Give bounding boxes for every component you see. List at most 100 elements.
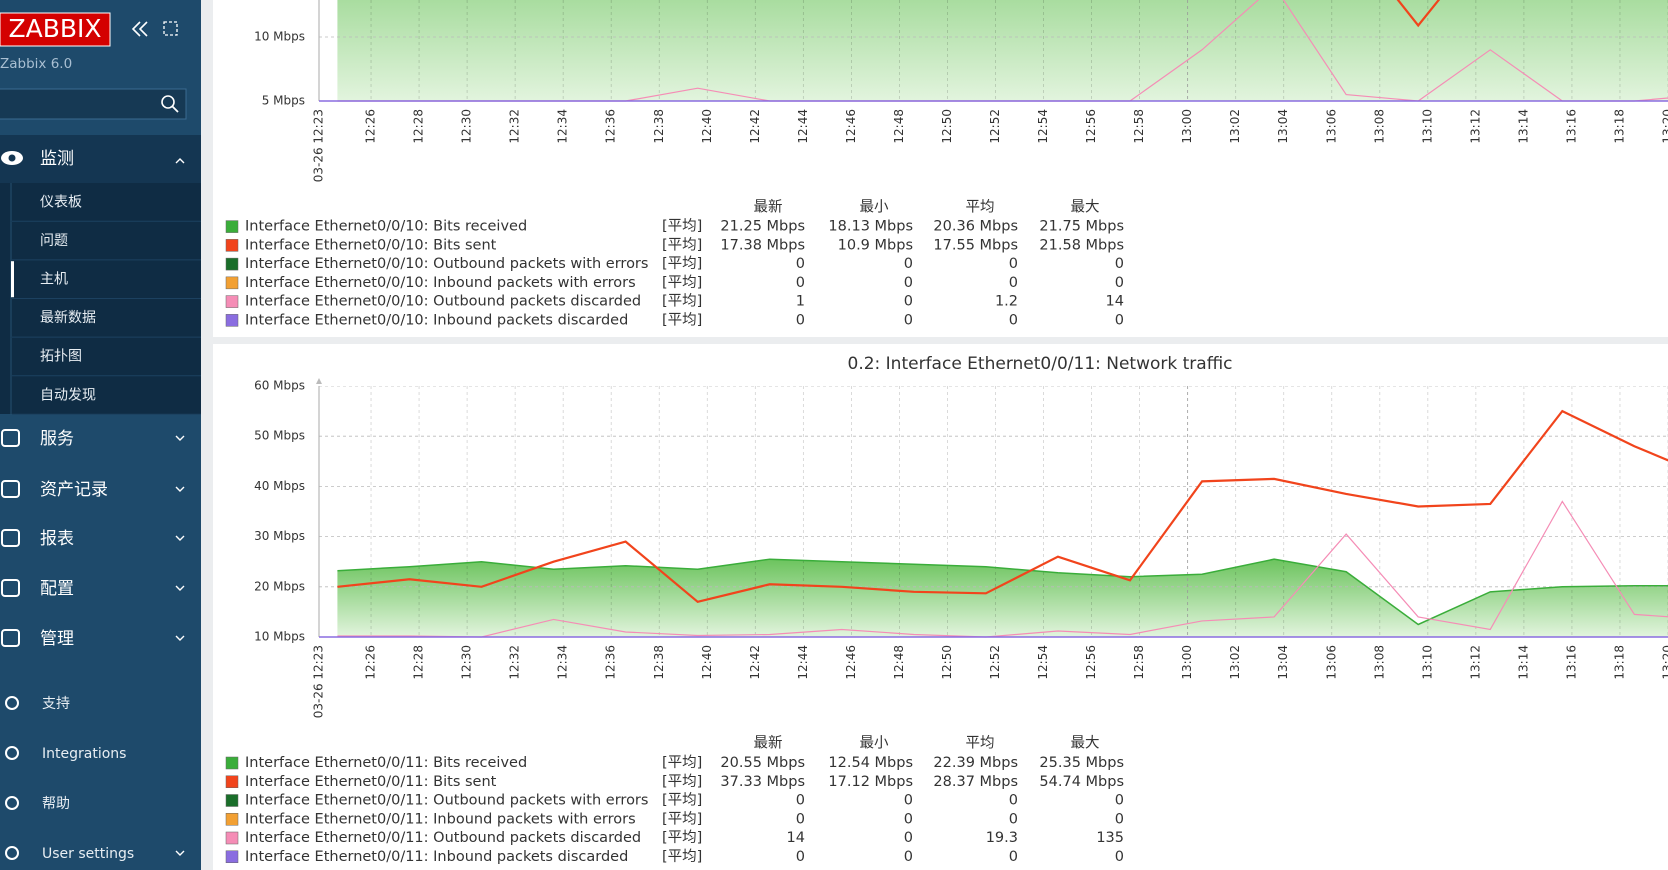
- legend-header: 最新: [754, 735, 783, 752]
- legend-func: [平均]: [662, 218, 702, 235]
- legend-swatch: [225, 813, 239, 826]
- bottom-icon: [5, 796, 19, 810]
- submenu-item[interactable]: 主机: [40, 272, 68, 288]
- x-tick-label: 12:40: [700, 645, 714, 680]
- chevron[interactable]: [175, 535, 185, 541]
- legend-value: 0: [1009, 275, 1018, 291]
- y-tick-label: 40 Mbps: [254, 479, 305, 493]
- legend-header: 最大: [1071, 199, 1100, 216]
- menu-icon: [1, 529, 20, 547]
- submenu-item[interactable]: 自动发现: [40, 387, 96, 403]
- legend-swatch: [225, 295, 239, 308]
- menu-item[interactable]: 配置: [40, 579, 74, 599]
- legend-value: 0: [796, 275, 805, 291]
- menu-icon: [1, 480, 20, 498]
- menu-icon: [1, 629, 20, 647]
- legend-value: 21.75 Mbps: [1039, 219, 1124, 235]
- icon-eye: [8, 154, 16, 162]
- x-tick-label: 13:16: [1564, 109, 1578, 144]
- logo-box[interactable]: [0, 12, 111, 47]
- logo[interactable]: ZABBIX: [8, 14, 101, 43]
- menu-item[interactable]: 服务: [40, 429, 74, 449]
- legend-value: 0: [904, 256, 913, 272]
- legend-value: 17.12 Mbps: [828, 774, 913, 790]
- legend-value: 20.55 Mbps: [720, 755, 805, 771]
- legend-swatch: [225, 220, 239, 233]
- legend-value: 135: [1096, 830, 1124, 846]
- collapse-icon[interactable]: [138, 21, 148, 37]
- x-tick-label: 13:12: [1468, 109, 1482, 144]
- y-tick-label: 10 Mbps: [254, 30, 305, 44]
- legend-name: Interface Ethernet0/0/10: Bits sent: [245, 237, 497, 253]
- y-tick-label: 50 Mbps: [254, 429, 305, 443]
- legend-swatch: [225, 831, 239, 845]
- search-icon[interactable]: [171, 105, 179, 113]
- legend-func: [平均]: [662, 829, 702, 846]
- legend-value: 54.74 Mbps: [1039, 774, 1124, 790]
- sidebar: ZABBIX Zabbix 6.0 监测 仪表板问题主机最新数据拓扑图自动发现 …: [0, 0, 201, 870]
- legend-value: 14: [787, 830, 805, 846]
- legend-value: 17.55 Mbps: [933, 237, 1018, 253]
- menu-item[interactable]: 报表: [40, 529, 74, 549]
- chevron[interactable]: [175, 435, 185, 441]
- x-tick-label: 03-26 12:23: [312, 109, 326, 182]
- bottom-item[interactable]: 支持: [42, 696, 70, 712]
- legend-swatch: [225, 775, 239, 788]
- x-tick-label: 12:54: [1036, 645, 1050, 680]
- version: Zabbix 6.0: [0, 56, 72, 72]
- legend-name: Interface Ethernet0/0/10: Outbound packe…: [245, 256, 648, 272]
- x-tick-label: 12:34: [556, 109, 570, 144]
- x-tick-label: 13:00: [1180, 645, 1194, 680]
- chevron[interactable]: [175, 486, 185, 492]
- bottom-item[interactable]: User settings: [42, 846, 134, 862]
- legend-swatch: [225, 257, 239, 271]
- legend-value: 0: [1115, 312, 1124, 328]
- graph-title: 0.2: Interface Ethernet0/0/11: Network t…: [848, 354, 1233, 374]
- legend-value: 0: [796, 256, 805, 272]
- collapse-icon[interactable]: [131, 21, 141, 37]
- legend-swatch: [225, 239, 239, 252]
- x-tick-label: 13:04: [1276, 645, 1290, 680]
- search-icon[interactable]: [161, 95, 175, 109]
- legend-value: 0: [1115, 793, 1124, 809]
- x-tick-label: 12:26: [364, 645, 378, 680]
- legend-func: [平均]: [662, 848, 702, 865]
- legend-name: Interface Ethernet0/0/11: Inbound packet…: [245, 811, 636, 827]
- legend-value: 1.2: [995, 294, 1018, 310]
- submenu-item[interactable]: 问题: [40, 233, 68, 249]
- chevron[interactable]: [175, 585, 185, 591]
- x-tick-label: 12:46: [844, 645, 858, 680]
- legend-value: 0: [904, 811, 913, 827]
- x-tick-label: 13:10: [1420, 645, 1434, 680]
- chevron[interactable]: [175, 158, 185, 164]
- menu-item[interactable]: 管理: [40, 629, 74, 649]
- x-tick-label: 12:50: [940, 645, 954, 680]
- legend-value: 19.3: [986, 830, 1018, 846]
- submenu-item[interactable]: 仪表板: [40, 194, 82, 210]
- x-tick-label: 13:06: [1324, 109, 1338, 144]
- bottom-item[interactable]: Integrations: [42, 746, 126, 762]
- x-tick-label: 12:58: [1132, 109, 1146, 144]
- graphs: 5 Mbps 10 Mbps 03-26 12:23 12:26 12:28 12:30 1…: [225, 0, 1668, 865]
- x-tick-label: 13:18: [1612, 645, 1626, 680]
- x-tick-label: 12:38: [652, 645, 666, 680]
- search-box[interactable]: [0, 88, 187, 120]
- x-tick-label: 13:02: [1228, 645, 1242, 680]
- legend-swatch: [225, 756, 239, 770]
- menu-item[interactable]: 监测: [40, 149, 74, 169]
- x-tick-label: 12:44: [796, 109, 810, 144]
- legend-value: 0: [1115, 849, 1124, 865]
- submenu-item[interactable]: 拓扑图: [40, 349, 82, 365]
- chevron[interactable]: [175, 850, 185, 856]
- submenu-item[interactable]: 最新数据: [40, 310, 96, 326]
- bottom-item[interactable]: 帮助: [42, 796, 70, 812]
- chevron[interactable]: [175, 635, 185, 641]
- menu-item[interactable]: 资产记录: [40, 480, 108, 500]
- legend-name: Interface Ethernet0/0/11: Bits sent: [245, 774, 497, 790]
- bottom-icon: [5, 846, 19, 860]
- x-tick-label: 13:14: [1516, 109, 1530, 144]
- legend-name: Interface Ethernet0/0/11: Outbound packe…: [245, 793, 648, 809]
- kiosk-icon[interactable]: [163, 21, 178, 36]
